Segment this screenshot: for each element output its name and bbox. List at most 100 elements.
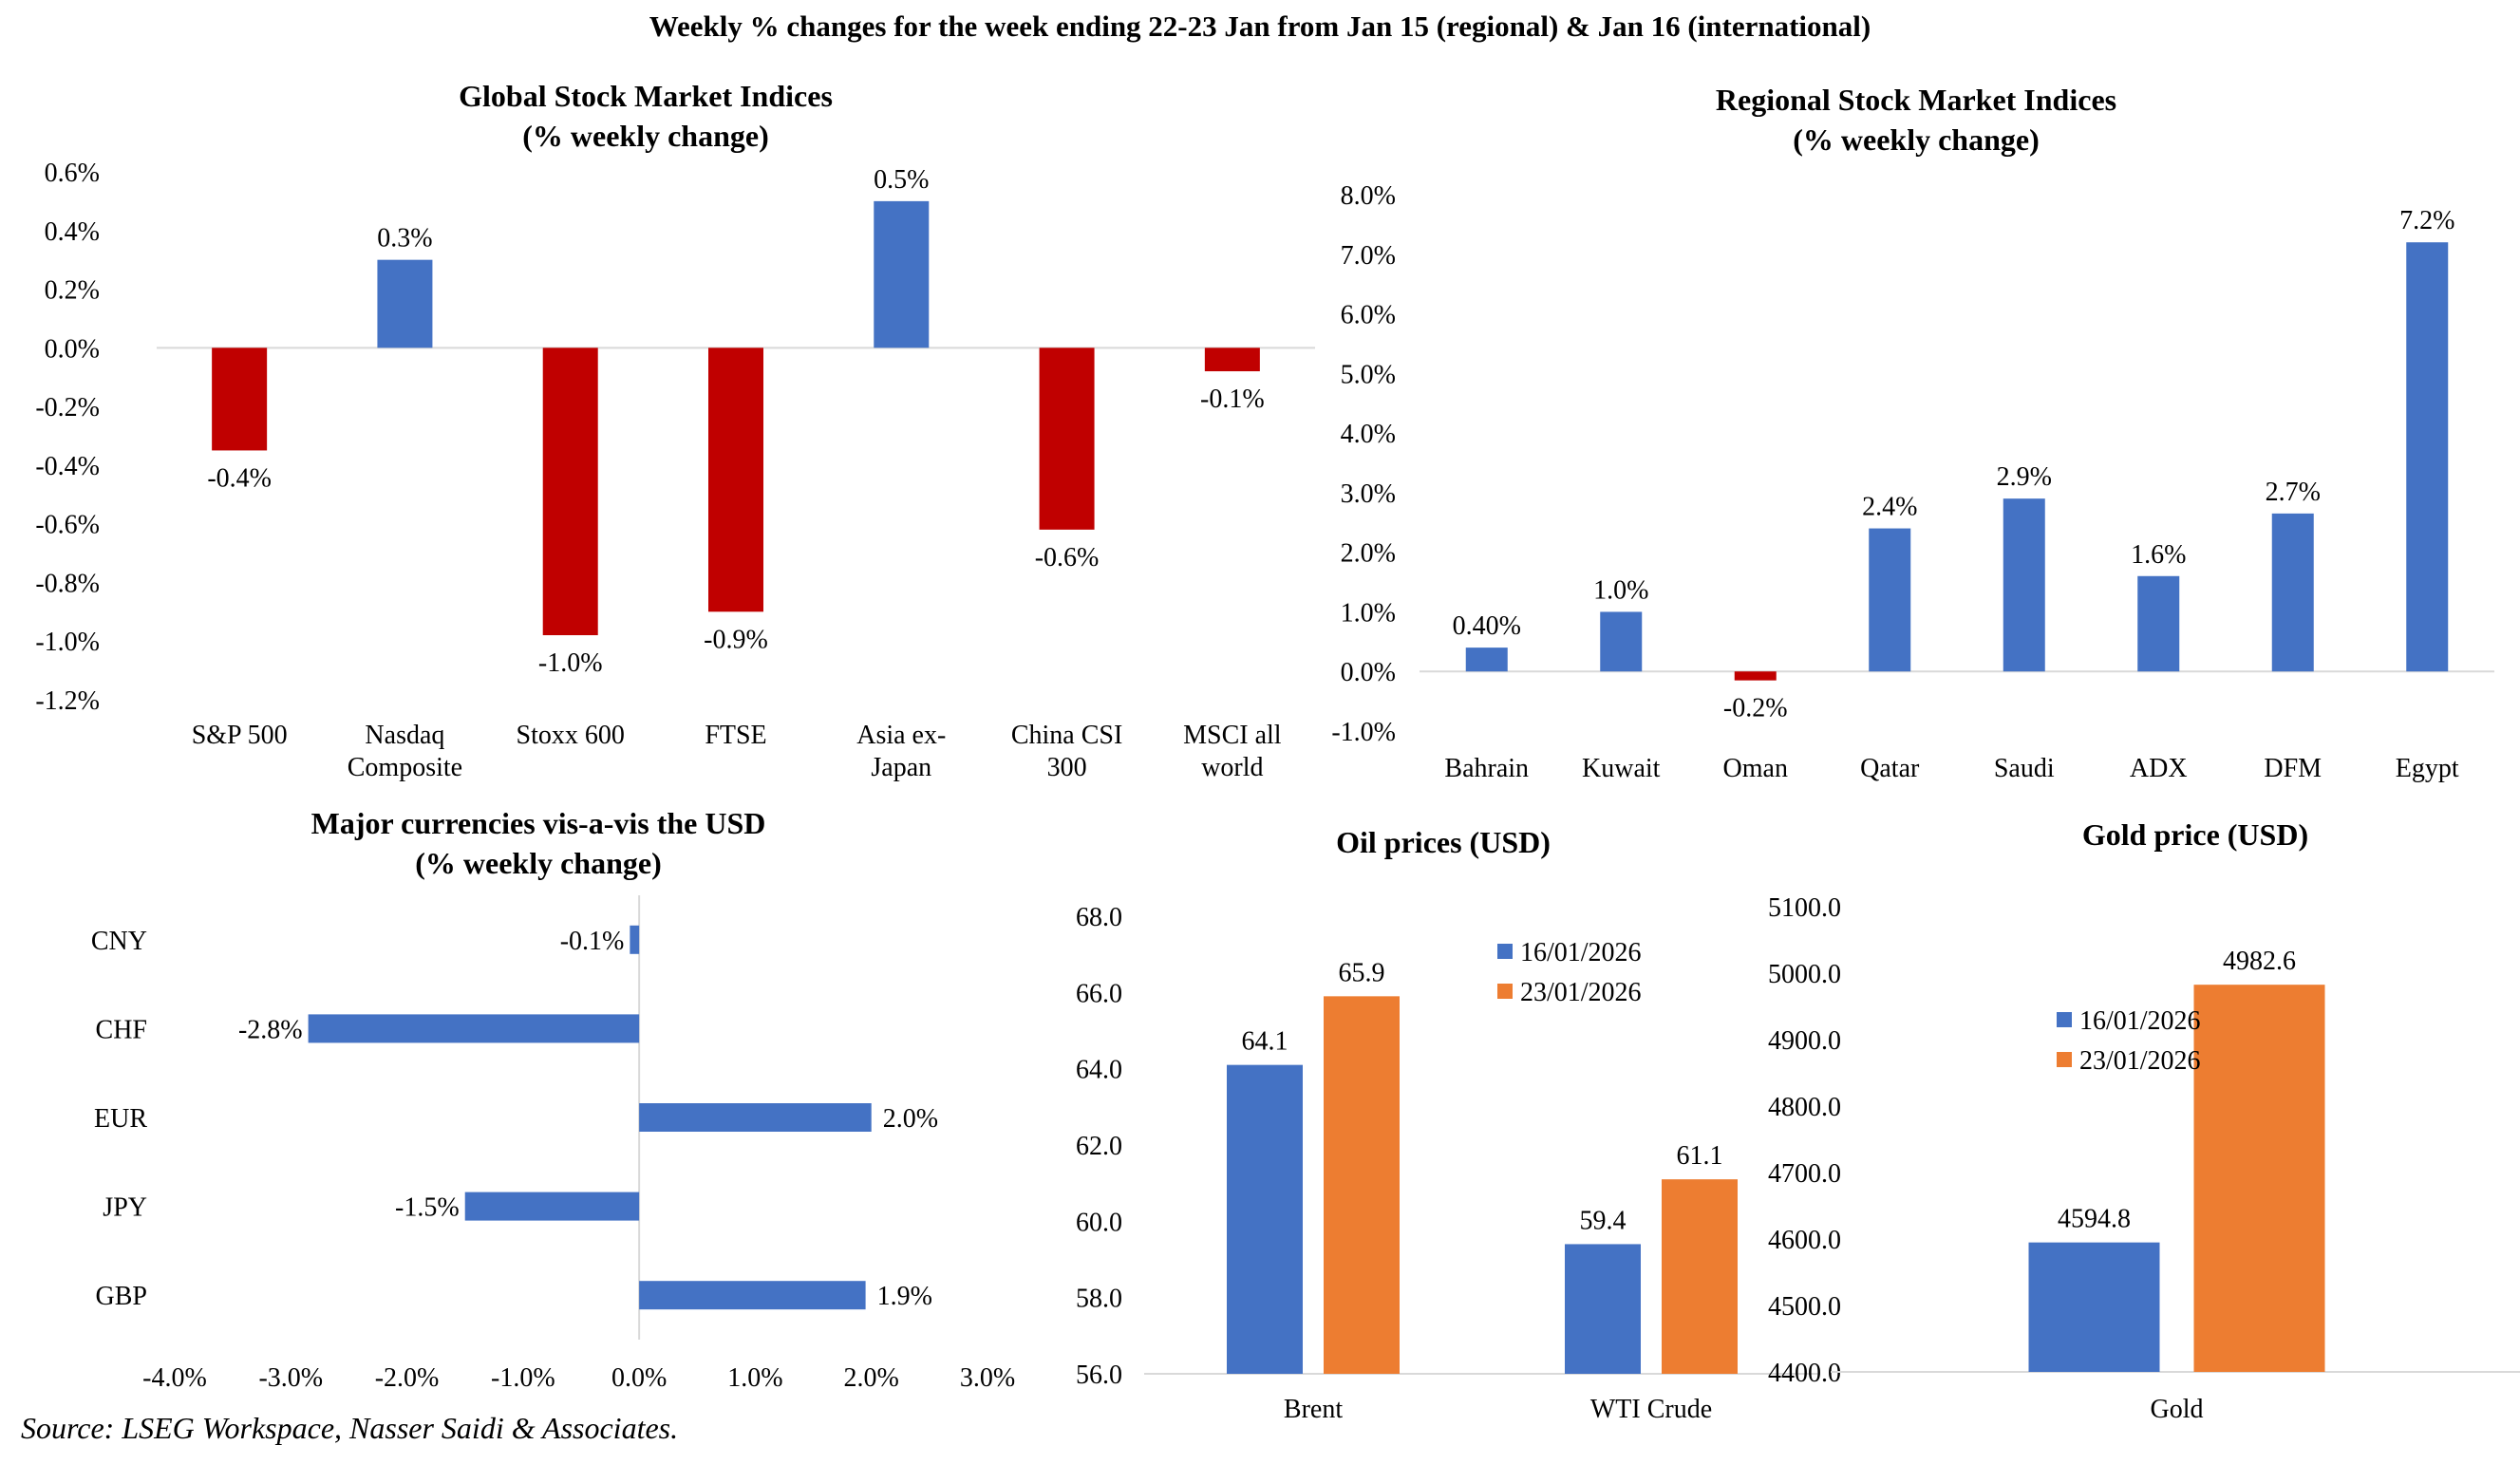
gold-category-label: Gold: [2151, 1395, 2204, 1424]
oil-legend-swatch: [1497, 984, 1513, 999]
global-y-tick: 0.4%: [45, 217, 100, 247]
gold-bar: [2193, 985, 2325, 1372]
global-category-label: Asia ex-: [856, 721, 946, 750]
currencies-data-label: -0.1%: [560, 927, 625, 956]
regional-data-label: 2.7%: [2266, 478, 2321, 507]
regional-category-label: Kuwait: [1582, 754, 1661, 783]
regional-y-tick: 7.0%: [1341, 241, 1396, 271]
gold-legend-swatch: [2057, 1052, 2072, 1067]
global-y-tick: -0.2%: [35, 393, 100, 422]
currencies-x-tick: 3.0%: [960, 1363, 1015, 1393]
oil-legend-label: 16/01/2026: [1520, 938, 1642, 967]
oil-bar: [1324, 996, 1400, 1374]
currencies-x-tick: 0.0%: [611, 1363, 667, 1393]
oil-data-label: 65.9: [1339, 958, 1385, 987]
regional-data-label: 0.40%: [1453, 611, 1521, 641]
gold-y-tick: 4700.0: [1768, 1159, 1841, 1189]
gold-data-label: 4982.6: [2223, 947, 2296, 976]
regional-bar: [2003, 498, 2045, 672]
global-category-label: MSCI all: [1183, 721, 1282, 750]
regional-y-tick: 1.0%: [1341, 598, 1396, 628]
global-y-tick: -1.2%: [35, 686, 100, 716]
regional-y-tick: -1.0%: [1331, 718, 1396, 747]
page-title: Weekly % changes for the week ending 22-…: [649, 9, 1871, 43]
oil-y-tick: 56.0: [1076, 1361, 1122, 1390]
regional-category-label: Saudi: [1994, 754, 2055, 783]
global-bar: [1204, 347, 1260, 372]
global-data-label: -0.9%: [704, 625, 768, 654]
global-category-label: China CSI: [1011, 721, 1122, 750]
regional-y-tick: 5.0%: [1341, 360, 1396, 389]
currencies-bar: [630, 925, 640, 954]
oil-y-tick: 60.0: [1076, 1208, 1122, 1237]
global-y-tick: 0.2%: [45, 276, 100, 306]
global-y-tick: 0.6%: [45, 159, 100, 188]
gold-y-tick: 4400.0: [1768, 1359, 1841, 1388]
regional-bar: [1734, 671, 1777, 681]
gold-legend-label: 23/01/2026: [2079, 1046, 2201, 1076]
currencies-category-label: CNY: [91, 927, 147, 956]
regional-y-tick: 6.0%: [1341, 301, 1396, 330]
global-y-tick: -0.4%: [35, 452, 100, 481]
global-category-label: Japan: [871, 753, 931, 782]
global-category-label: Stoxx 600: [517, 721, 625, 750]
currencies-x-tick: -1.0%: [491, 1363, 555, 1393]
oil-y-tick: 68.0: [1076, 903, 1122, 932]
currencies-bar: [639, 1281, 866, 1310]
global-data-label: -0.4%: [207, 463, 272, 493]
gold-y-tick: 5100.0: [1768, 893, 1841, 923]
global-bar: [874, 200, 930, 348]
regional-data-label: 7.2%: [2399, 206, 2454, 235]
currencies-x-tick: -3.0%: [258, 1363, 323, 1393]
global-bar: [377, 259, 433, 348]
oil-bar: [1662, 1179, 1738, 1374]
global-category-label: world: [1201, 753, 1263, 782]
gold-legend-label: 16/01/2026: [2079, 1006, 2201, 1036]
global-bar: [708, 347, 763, 612]
currencies-category-label: EUR: [94, 1104, 147, 1134]
oil-data-label: 64.1: [1242, 1027, 1288, 1057]
regional-category-label: Oman: [1723, 754, 1788, 783]
global-title: (% weekly change): [522, 119, 769, 153]
global-title: Global Stock Market Indices: [459, 79, 833, 113]
source-note: Source: LSEG Workspace, Nasser Saidi & A…: [21, 1411, 679, 1445]
global-bar: [1039, 347, 1095, 530]
regional-category-label: Egypt: [2396, 754, 2459, 783]
gold-legend-swatch: [2057, 1012, 2072, 1027]
regional-data-label: 1.6%: [2131, 540, 2186, 570]
currencies-data-label: 1.9%: [877, 1282, 932, 1311]
global-category-label: Composite: [348, 753, 462, 782]
regional-bar: [2406, 242, 2449, 672]
gold-y-tick: 4800.0: [1768, 1093, 1841, 1122]
global-category-label: FTSE: [705, 721, 766, 750]
regional-data-label: 1.0%: [1593, 575, 1648, 605]
regional-category-label: ADX: [2130, 754, 2188, 783]
oil-category-label: WTI Crude: [1590, 1395, 1712, 1424]
currencies-data-label: 2.0%: [883, 1104, 938, 1134]
oil-data-label: 61.1: [1677, 1141, 1723, 1171]
regional-bar: [2271, 513, 2314, 672]
oil-y-tick: 58.0: [1076, 1285, 1122, 1314]
oil-category-label: Brent: [1284, 1395, 1343, 1424]
gold-y-tick: 4600.0: [1768, 1226, 1841, 1255]
currencies-x-tick: 2.0%: [844, 1363, 899, 1393]
gold-title: Gold price (USD): [2082, 817, 2308, 852]
global-y-tick: 0.0%: [45, 334, 100, 364]
global-data-label: -0.1%: [1200, 385, 1265, 414]
regional-data-label: -0.2%: [1723, 694, 1788, 723]
global-y-tick: -0.8%: [35, 569, 100, 598]
oil-bar: [1565, 1244, 1641, 1374]
currencies-x-tick: -4.0%: [142, 1363, 207, 1393]
regional-category-label: DFM: [2264, 754, 2322, 783]
global-category-label: S&P 500: [192, 721, 288, 750]
global-bar: [212, 347, 268, 451]
regional-data-label: 2.9%: [1997, 462, 2052, 492]
oil-bar: [1227, 1064, 1303, 1374]
oil-legend-swatch: [1497, 944, 1513, 959]
gold-bar: [2028, 1242, 2160, 1372]
currencies-category-label: CHF: [96, 1015, 147, 1044]
currencies-category-label: JPY: [103, 1193, 147, 1223]
gold-y-tick: 5000.0: [1768, 960, 1841, 989]
oil-y-tick: 66.0: [1076, 979, 1122, 1008]
